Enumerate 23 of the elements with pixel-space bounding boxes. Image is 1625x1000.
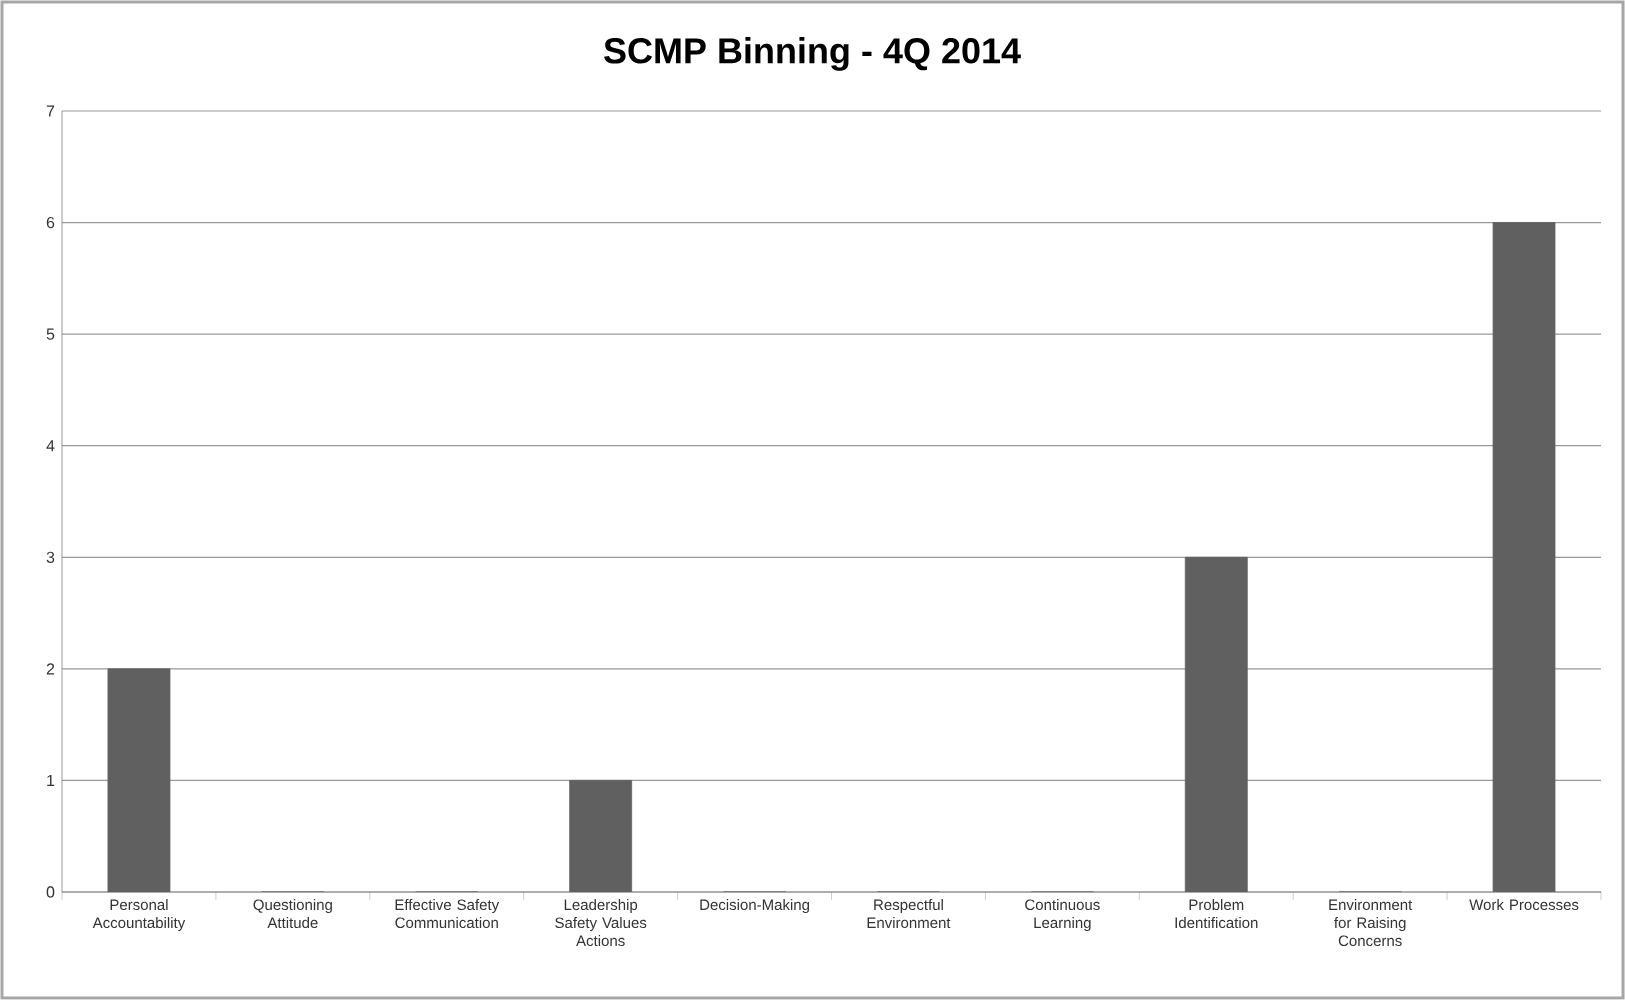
x-tick-label: Work Processes (1469, 899, 1579, 911)
x-tick-label: Respectful Environment (867, 899, 951, 929)
x-tick-label: Decision-Making (700, 899, 810, 914)
x-tick-label: Problem Identification (1175, 899, 1258, 929)
bar (1492, 222, 1556, 892)
bar (569, 780, 633, 892)
y-tick-label: 4 (46, 440, 55, 452)
y-tick-label: 0 (46, 886, 55, 898)
y-tick-label: 2 (46, 663, 55, 675)
y-tick-label: 1 (47, 774, 55, 786)
y-tick-label: 3 (46, 551, 55, 563)
y-tick-label: 6 (46, 216, 55, 229)
x-tick-label: Questioning Attitude (253, 899, 332, 929)
y-tick-label: 7 (46, 105, 55, 117)
bar (1184, 556, 1248, 892)
y-tick-label: 5 (46, 328, 55, 340)
bar (107, 668, 171, 892)
x-tick-label: Leadership Safety Values Actions (555, 899, 647, 947)
x-tick-label: Effective Safety Communication (395, 899, 500, 929)
x-tick-label: Personal Accountability (92, 899, 186, 932)
x-tick-label: Continuous Learning (1025, 899, 1100, 932)
chart-title: SCMP Binning - 4Q 2014 (604, 37, 1021, 71)
x-tick-label: Environment for Raising Concerns (1329, 899, 1413, 947)
